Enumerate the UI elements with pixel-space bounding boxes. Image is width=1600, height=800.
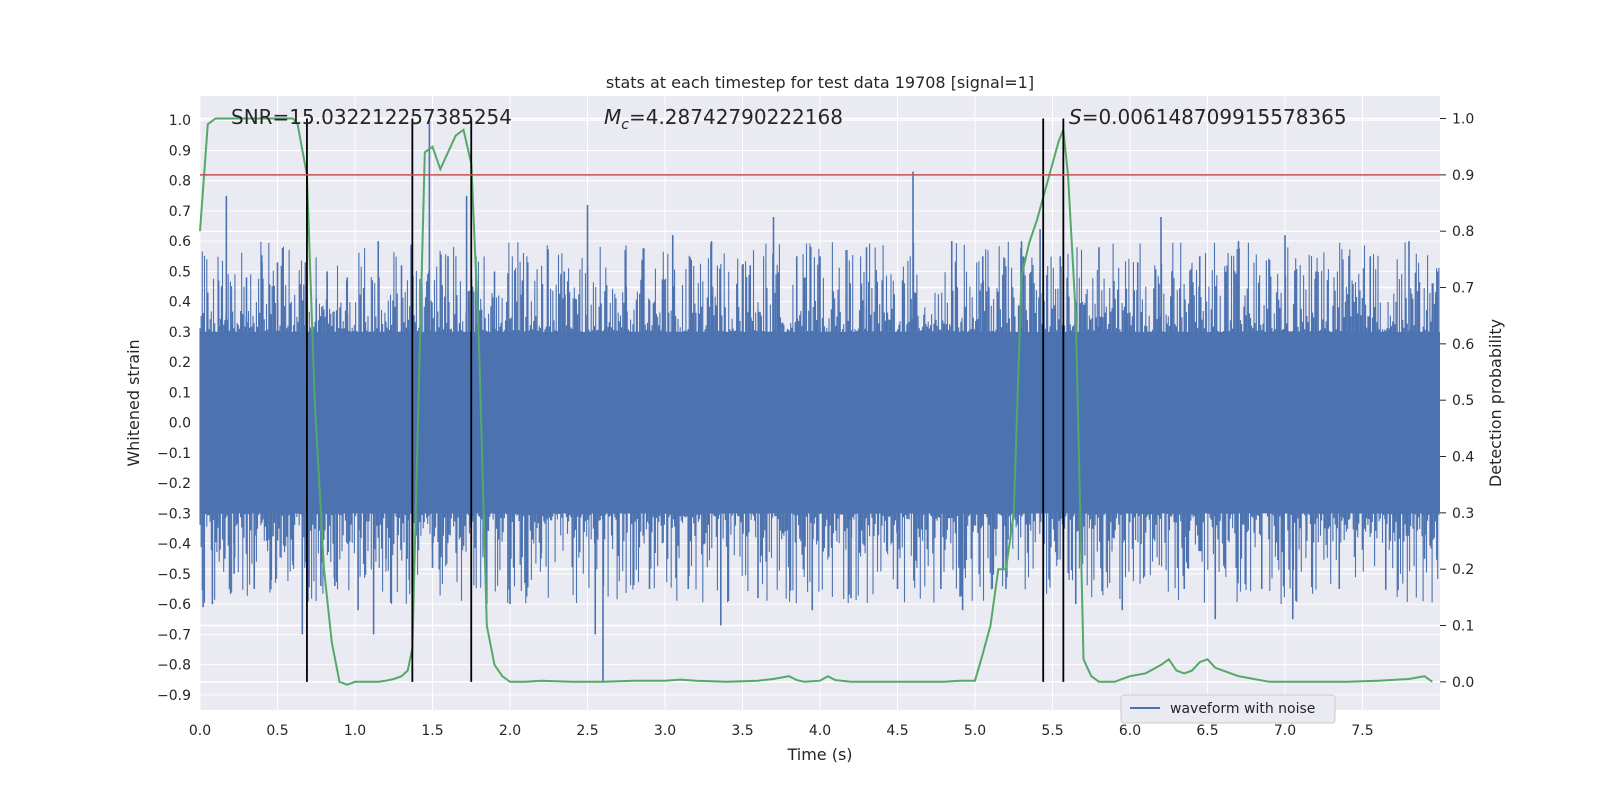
y2-tick-label: 0.4	[1452, 450, 1474, 466]
legend-label: waveform with noise	[1170, 701, 1315, 717]
chirp-mass-annotation: Mc=4.28742790222168	[604, 105, 843, 133]
y2-tick-label: 1.0	[1452, 112, 1474, 128]
y2-tick-label: 0.7	[1452, 281, 1474, 297]
x-tick-label: 2.0	[499, 723, 521, 739]
y2-tick-label: 0.0	[1452, 675, 1474, 691]
x-tick-label: 0.5	[266, 723, 288, 739]
x-tick-label: 7.0	[1274, 723, 1296, 739]
x-tick-label: 1.0	[344, 723, 366, 739]
y-tick-label: 0.4	[169, 295, 191, 311]
y2-axis-title: Detection probability	[1486, 319, 1505, 487]
score-symbol: S	[1069, 105, 1082, 129]
y-tick-label: 0.9	[169, 143, 191, 159]
y-tick-label: −0.5	[157, 567, 191, 583]
snr-annotation: SNR=15.032212257385254	[231, 105, 512, 129]
y-tick-label: 0.8	[169, 174, 191, 190]
y-tick-label: −0.8	[157, 658, 191, 674]
score-annotation: S=0.006148709915578365	[1069, 105, 1347, 129]
y-tick-label: 0.3	[169, 325, 191, 341]
y-tick-label: −0.4	[157, 537, 191, 553]
y2-tick-label: 0.6	[1452, 337, 1474, 353]
y-tick-label: 0.2	[169, 355, 191, 371]
x-tick-label: 0.0	[189, 723, 211, 739]
y-tick-label: 0.5	[169, 264, 191, 280]
chirp-mass-subscript: c	[621, 117, 629, 133]
y-tick-label: −0.1	[157, 446, 191, 462]
x-tick-label: 7.5	[1351, 723, 1373, 739]
y2-axis: 1.0 0.9 0.8 0.7 0.6 0.5 0.4 0.3 0.2 0.1 0.0	[1440, 112, 1474, 691]
probability-series	[199, 117, 1433, 686]
y2-tick-label: 0.1	[1452, 619, 1474, 635]
y-tick-label: −0.9	[157, 688, 191, 704]
y-tick-label: 1.0	[169, 113, 191, 129]
y2-tick-label: 0.9	[1452, 168, 1474, 184]
probability-line	[199, 117, 1433, 686]
chirp-mass-symbol: M	[604, 105, 621, 129]
x-tick-label: 5.0	[964, 723, 986, 739]
y-tick-label: 0.1	[169, 385, 191, 401]
x-axis: 0.0 0.5 1.0 1.5 2.0 2.5 3.0 3.5 4.0 4.5 5.0 5.5 6.0 6…	[189, 723, 1374, 739]
y-tick-label: 0.6	[169, 234, 191, 250]
y2-tick-label: 0.5	[1452, 393, 1474, 409]
chart-title: stats at each timestep for test data 197…	[606, 73, 1034, 92]
x-tick-label: 4.0	[809, 723, 831, 739]
y-tick-label: −0.6	[157, 597, 191, 613]
x-tick-label: 3.0	[654, 723, 676, 739]
x-tick-label: 6.0	[1119, 723, 1141, 739]
y-tick-label: 0.0	[169, 416, 191, 432]
y-tick-label: −0.3	[157, 506, 191, 522]
waveform-noise	[199, 241, 1440, 605]
x-axis-title: Time (s)	[786, 745, 852, 764]
y-axis: 1.0 0.9 0.8 0.7 0.6 0.5 0.4 0.3 0.2 0.1 0.0 −0.1 −0.…	[157, 113, 191, 704]
x-tick-label: 6.5	[1196, 723, 1218, 739]
x-tick-label: 4.5	[886, 723, 908, 739]
score-value: =0.006148709915578365	[1082, 105, 1347, 129]
waveform-series	[199, 120, 1440, 683]
x-tick-label: 3.5	[731, 723, 753, 739]
y2-tick-label: 0.3	[1452, 506, 1474, 522]
y-tick-label: −0.2	[157, 476, 191, 492]
chirp-mass-value: =4.28742790222168	[629, 105, 843, 129]
y-tick-label: −0.7	[157, 627, 191, 643]
legend-box	[1120, 694, 1336, 724]
legend: waveform with noise	[1120, 694, 1336, 724]
x-tick-label: 1.5	[421, 723, 443, 739]
x-tick-label: 5.5	[1041, 723, 1063, 739]
y2-tick-label: 0.8	[1452, 224, 1474, 240]
y2-tick-label: 0.2	[1452, 562, 1474, 578]
y-tick-label: 0.7	[169, 204, 191, 220]
vertical-markers	[306, 118, 1065, 682]
x-tick-label: 2.5	[576, 723, 598, 739]
y-axis-title: Whitened strain	[124, 339, 143, 466]
